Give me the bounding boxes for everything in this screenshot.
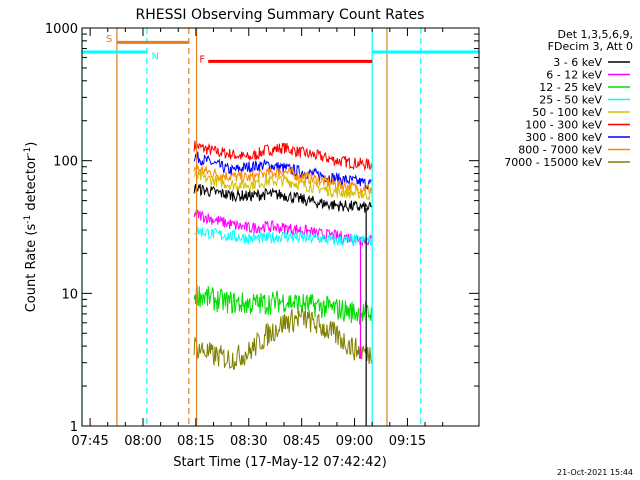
series-line-3 — [193, 164, 373, 196]
data-series-layer — [193, 140, 373, 371]
legend-header-2: FDecim 3, Att 0 — [548, 40, 633, 53]
legend-label-6: 100 - 300 keV — [525, 119, 602, 132]
x-axis-label: Start Time (17-May-12 07:42:42) — [173, 455, 387, 470]
series-line-1 — [193, 140, 373, 172]
x-tick-label-5: 08:45 — [283, 434, 320, 449]
series-line-9 — [193, 306, 373, 371]
x-tick-label-3: 08:15 — [177, 434, 214, 449]
y-axis-label-sup2: -1 — [23, 147, 33, 156]
legend-label-1: 3 - 6 keV — [553, 56, 602, 69]
flag-label-s: S — [106, 34, 112, 45]
footer-date: 21-Oct-2021 15:44 — [557, 468, 633, 477]
x-tick-label-4: 08:30 — [230, 434, 267, 449]
legend: Det 1,3,5,6,9, FDecim 3, Att 0 3 - 6 keV… — [504, 28, 633, 169]
series-line-4 — [193, 170, 373, 201]
series-line-7 — [193, 226, 373, 248]
legend-header-1: Det 1,3,5,6,9, — [557, 28, 633, 41]
y-tick-label-3: 100 — [53, 155, 78, 170]
y-tick-label-1: 1 — [70, 420, 78, 435]
legend-label-9: 7000 - 15000 keV — [504, 156, 602, 169]
legend-label-2: 6 - 12 keV — [546, 69, 602, 82]
y-axis-label-end: ) — [24, 142, 39, 147]
x-tick-label-7: 09:15 — [389, 434, 426, 449]
y-axis-label-mid: detector — [24, 155, 39, 215]
y-tick-label-2: 10 — [61, 287, 78, 302]
legend-label-5: 50 - 100 keV — [532, 106, 602, 119]
chart-title: RHESSI Observing Summary Count Rates — [136, 7, 425, 23]
y-axis-label-main: Count Rate (s — [24, 224, 39, 313]
x-tick-label-6: 09:00 — [336, 434, 373, 449]
legend-label-3: 12 - 25 keV — [539, 81, 602, 94]
legend-label-4: 25 - 50 keV — [539, 94, 602, 107]
series-line-8 — [193, 285, 373, 325]
axis-layer: 07:45 08:00 08:15 08:30 08:45 09:00 09:15 1 10 10… — [45, 22, 479, 449]
x-tick-label-2: 08:00 — [124, 434, 161, 449]
x-tick-label-1: 07:45 — [71, 434, 108, 449]
legend-label-7: 300 - 800 keV — [525, 131, 602, 144]
plot-frame — [81, 27, 480, 427]
y-tick-label-4: 1000 — [45, 22, 78, 37]
series-line-5 — [193, 183, 373, 213]
flag-label-n: N — [151, 52, 158, 63]
legend-label-8: 800 - 7000 keV — [518, 144, 602, 157]
series-line-2 — [193, 151, 373, 190]
y-axis-label: Count Rate (s-1 detector-1) — [23, 142, 39, 313]
y-axis-label-sup1: -1 — [23, 215, 33, 224]
flag-label-f: F — [199, 54, 205, 65]
